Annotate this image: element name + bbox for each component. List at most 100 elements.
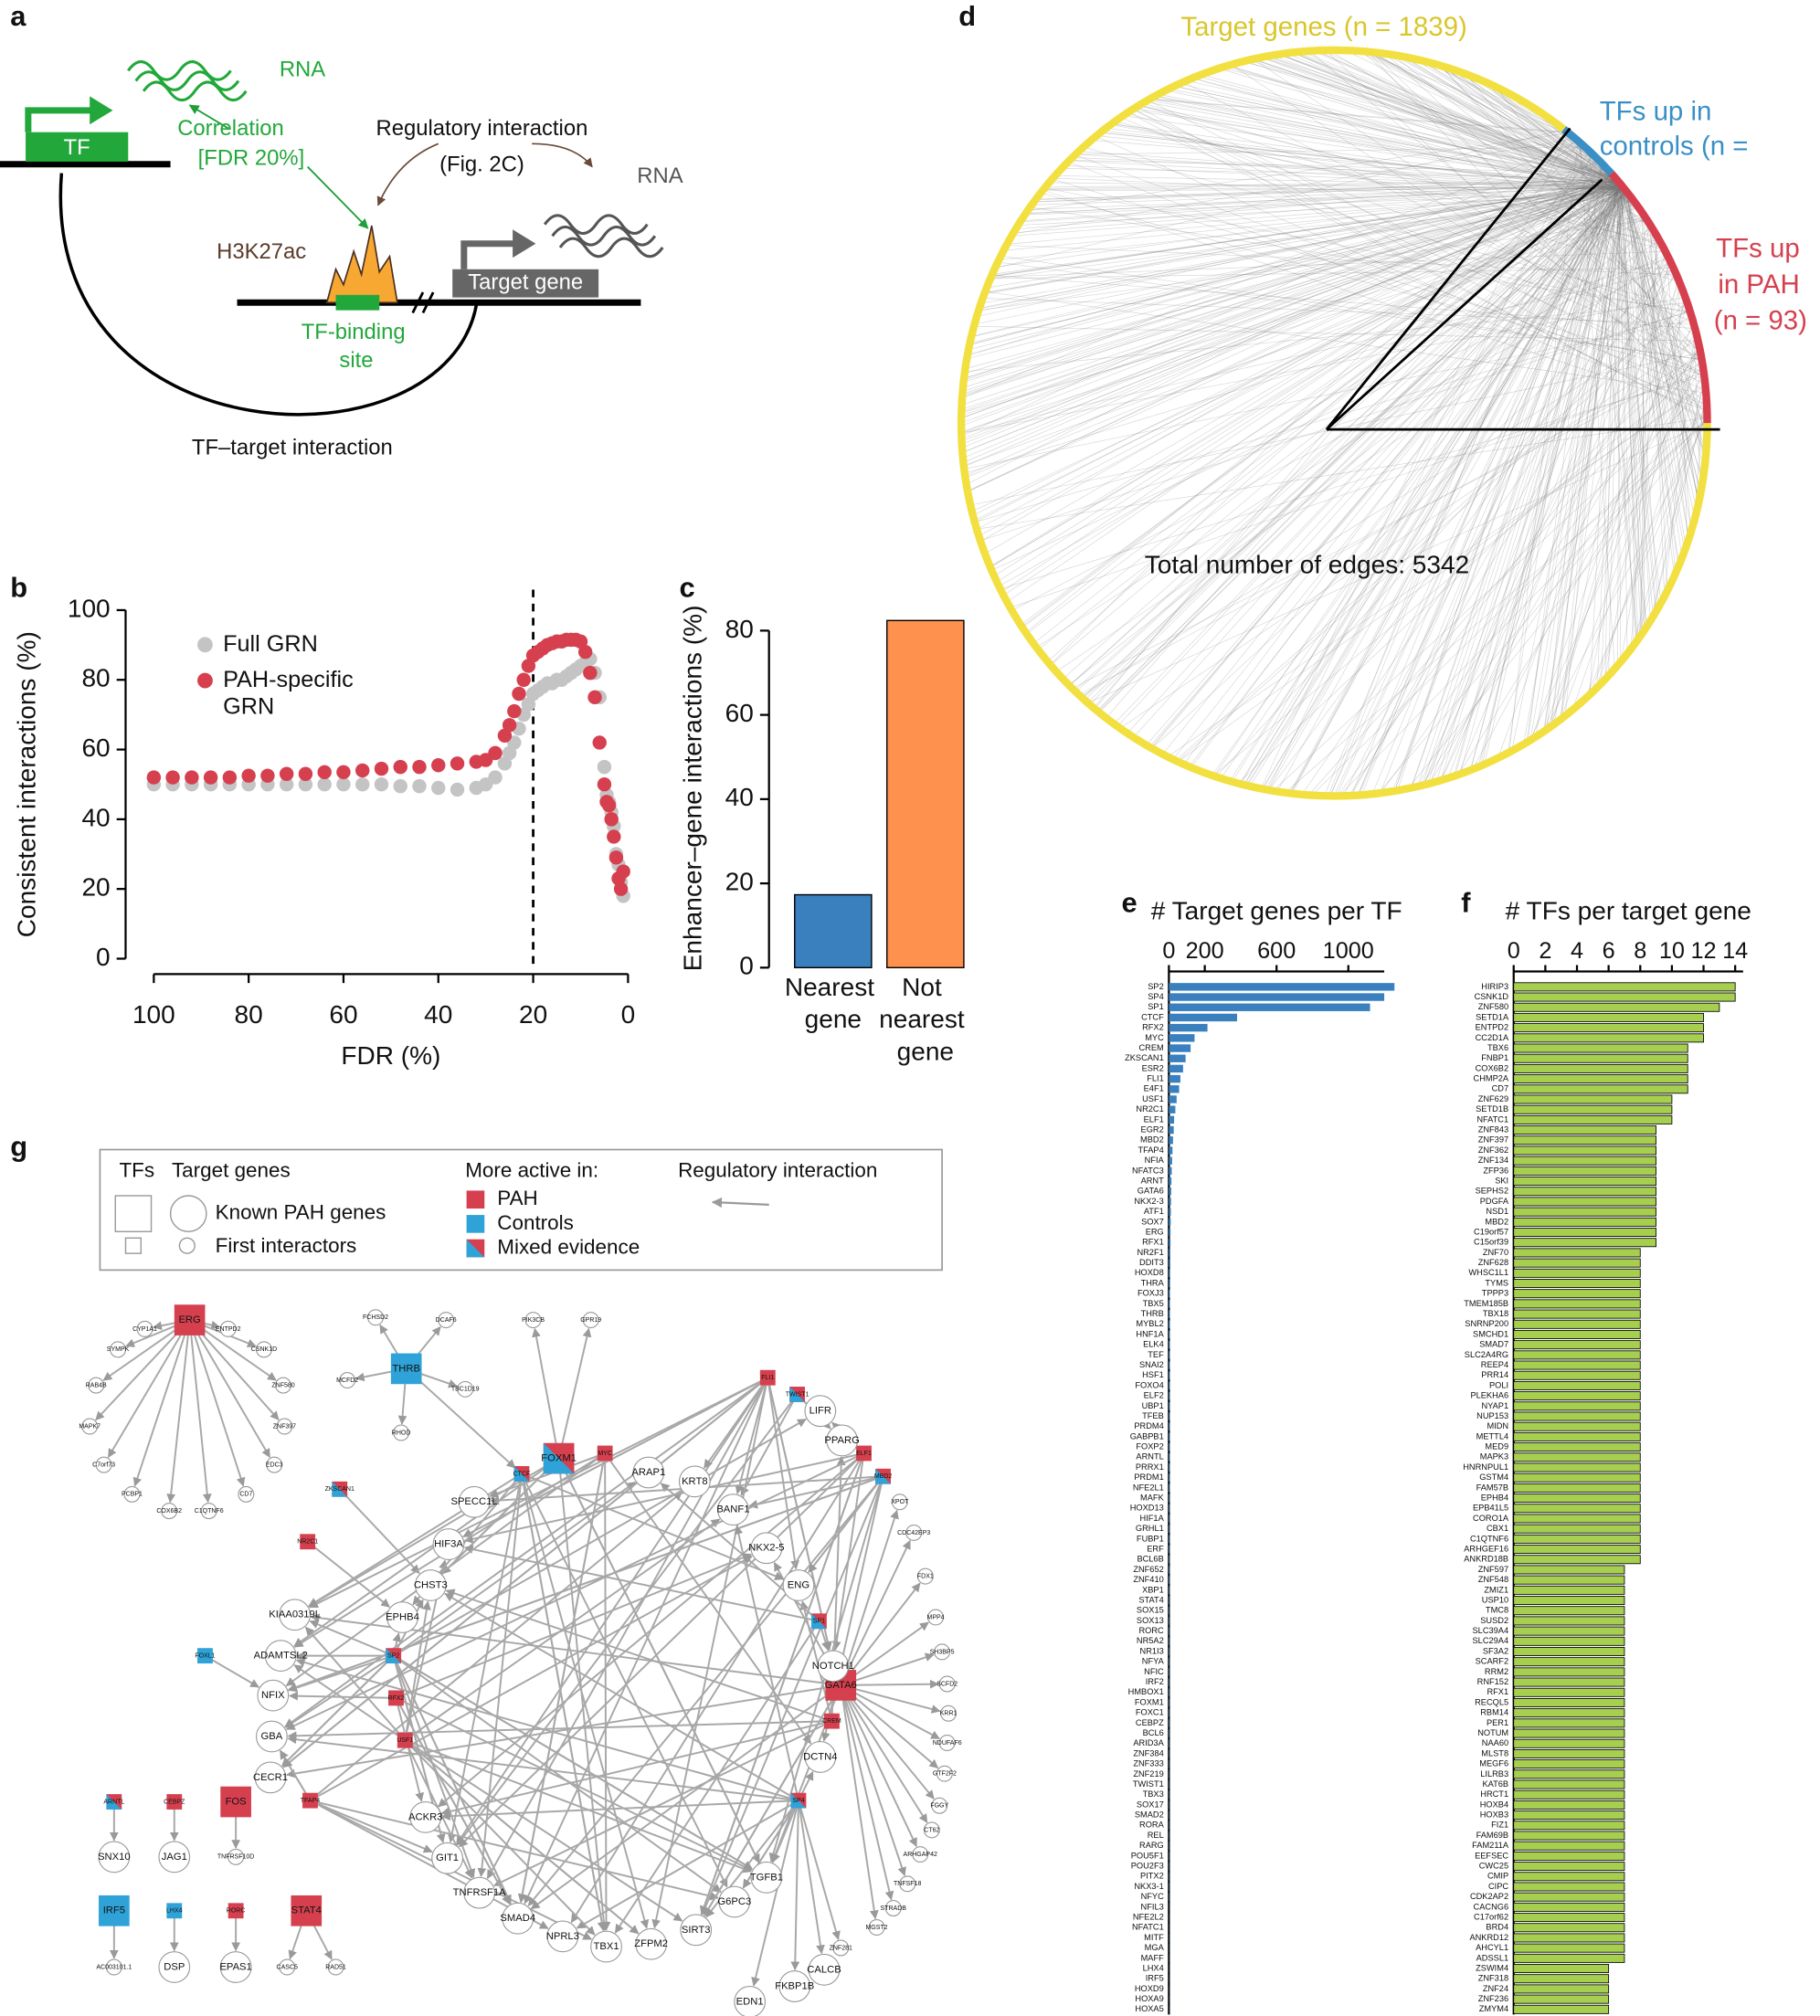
y-tick-label: FOXM1 <box>1135 1697 1164 1706</box>
edge <box>1089 180 1619 705</box>
edge <box>285 1452 864 1731</box>
node-label: BANF1 <box>716 1504 749 1515</box>
point <box>336 776 351 792</box>
tf-node <box>166 1794 183 1810</box>
y-tick-label: WHSC1L1 <box>1468 1268 1508 1277</box>
edge <box>309 1377 768 1609</box>
edge <box>984 185 1622 554</box>
wedge-line <box>1325 178 1603 431</box>
edge <box>477 1473 523 1877</box>
rna-label: RNA <box>280 58 325 82</box>
edge <box>1095 135 1708 410</box>
y-tick-label: TMEM185B <box>1464 1299 1508 1308</box>
node-label: GBA <box>261 1731 283 1742</box>
target-node <box>590 1930 622 1963</box>
y-tick-label: CSNK1D <box>1475 992 1509 1001</box>
target-node <box>266 1456 283 1473</box>
edge <box>1479 182 1620 766</box>
node-label: DCTN4 <box>803 1751 837 1762</box>
fig-ref: (Fig. 2C) <box>439 152 524 176</box>
edge <box>1624 189 1701 493</box>
y-tick-label: NYAP1 <box>1481 1401 1508 1410</box>
edge <box>1242 61 1590 152</box>
node-label: RAB4B <box>86 1382 107 1388</box>
edge <box>404 1739 683 1922</box>
tf-node <box>197 1648 213 1664</box>
target-node <box>927 1609 945 1626</box>
edge <box>979 310 1690 542</box>
y-tick-label: FOXP2 <box>1136 1442 1163 1451</box>
bar <box>1513 1370 1641 1380</box>
y-tick-label: PITX2 <box>1140 1872 1164 1881</box>
y-tick-label: TYMS <box>1485 1278 1508 1287</box>
edge <box>1402 56 1627 192</box>
y-tick-label: MBD2 <box>1485 1217 1508 1226</box>
x-axis-label: FDR (%) <box>341 1041 440 1070</box>
edge <box>1621 185 1644 633</box>
edge <box>1550 298 1687 727</box>
y-tick-label: ZMYM4 <box>1479 2004 1508 2013</box>
y-tick-label: CACNG6 <box>1474 1902 1509 1911</box>
edge <box>1429 223 1650 784</box>
bar <box>1513 1769 1625 1779</box>
y-tick-label: TPPP3 <box>1482 1289 1508 1298</box>
edge <box>978 185 1623 312</box>
target-node <box>891 1494 908 1511</box>
bar <box>1513 1299 1641 1309</box>
edge <box>974 191 1627 325</box>
node-label: ZFPM2 <box>634 1938 668 1949</box>
bar <box>1169 1208 1171 1216</box>
edge <box>1482 80 1646 218</box>
edge <box>1253 58 1622 185</box>
legend-text: Controls <box>497 1211 574 1234</box>
edge <box>998 261 1702 360</box>
h3k27ac-label: H3K27ac <box>217 239 306 264</box>
y-tick-label: LILRB3 <box>1480 1769 1508 1779</box>
bar <box>1513 1524 1641 1534</box>
edge <box>1402 56 1625 190</box>
target-node <box>884 1900 902 1916</box>
edge <box>1087 180 1619 703</box>
y-tick-label: HOXB3 <box>1480 1810 1508 1820</box>
edge <box>808 1475 884 1573</box>
edge <box>1267 184 1622 791</box>
edge <box>1641 216 1645 635</box>
y-tick-label: TEF <box>1148 1350 1164 1359</box>
edge <box>993 183 1621 576</box>
bar <box>1513 1442 1641 1452</box>
node-label: STAT4 <box>291 1905 322 1916</box>
edge <box>1123 115 1623 187</box>
y-tick-label: SLC2A4RG <box>1465 1350 1508 1359</box>
edge <box>1025 166 1605 633</box>
node-label: G6PC3 <box>717 1896 751 1907</box>
y-tick-label: SOX13 <box>1137 1616 1164 1625</box>
edge <box>962 185 1622 453</box>
edge <box>1100 132 1625 190</box>
tf-node <box>790 1792 807 1809</box>
y-tick-label: 100 <box>68 594 111 622</box>
edge <box>1006 245 1677 276</box>
point <box>374 761 389 776</box>
node-label: RFX2 <box>388 1695 405 1702</box>
edge <box>964 258 1669 474</box>
edge <box>1378 409 1708 794</box>
edge <box>520 1473 650 1929</box>
y-tick-label: 60 <box>725 699 754 727</box>
y-tick-label: SEPHS2 <box>1476 1187 1509 1196</box>
edge <box>1434 63 1629 194</box>
y-tick-label: TFEB <box>1142 1411 1164 1420</box>
edge <box>1627 193 1696 519</box>
edge <box>986 182 1620 289</box>
edge <box>1261 57 1627 193</box>
bar <box>794 893 873 969</box>
edge <box>1437 64 1603 164</box>
edge <box>1336 185 1622 797</box>
target-node <box>678 1465 711 1498</box>
y-tick-label: ZNF410 <box>1133 1575 1163 1584</box>
bar <box>1513 1228 1657 1238</box>
edge <box>1174 85 1619 182</box>
node-label: CYP1A1 <box>132 1326 157 1333</box>
y-tick-label: 40 <box>81 803 110 831</box>
y-tick-label: SOX7 <box>1141 1217 1164 1226</box>
